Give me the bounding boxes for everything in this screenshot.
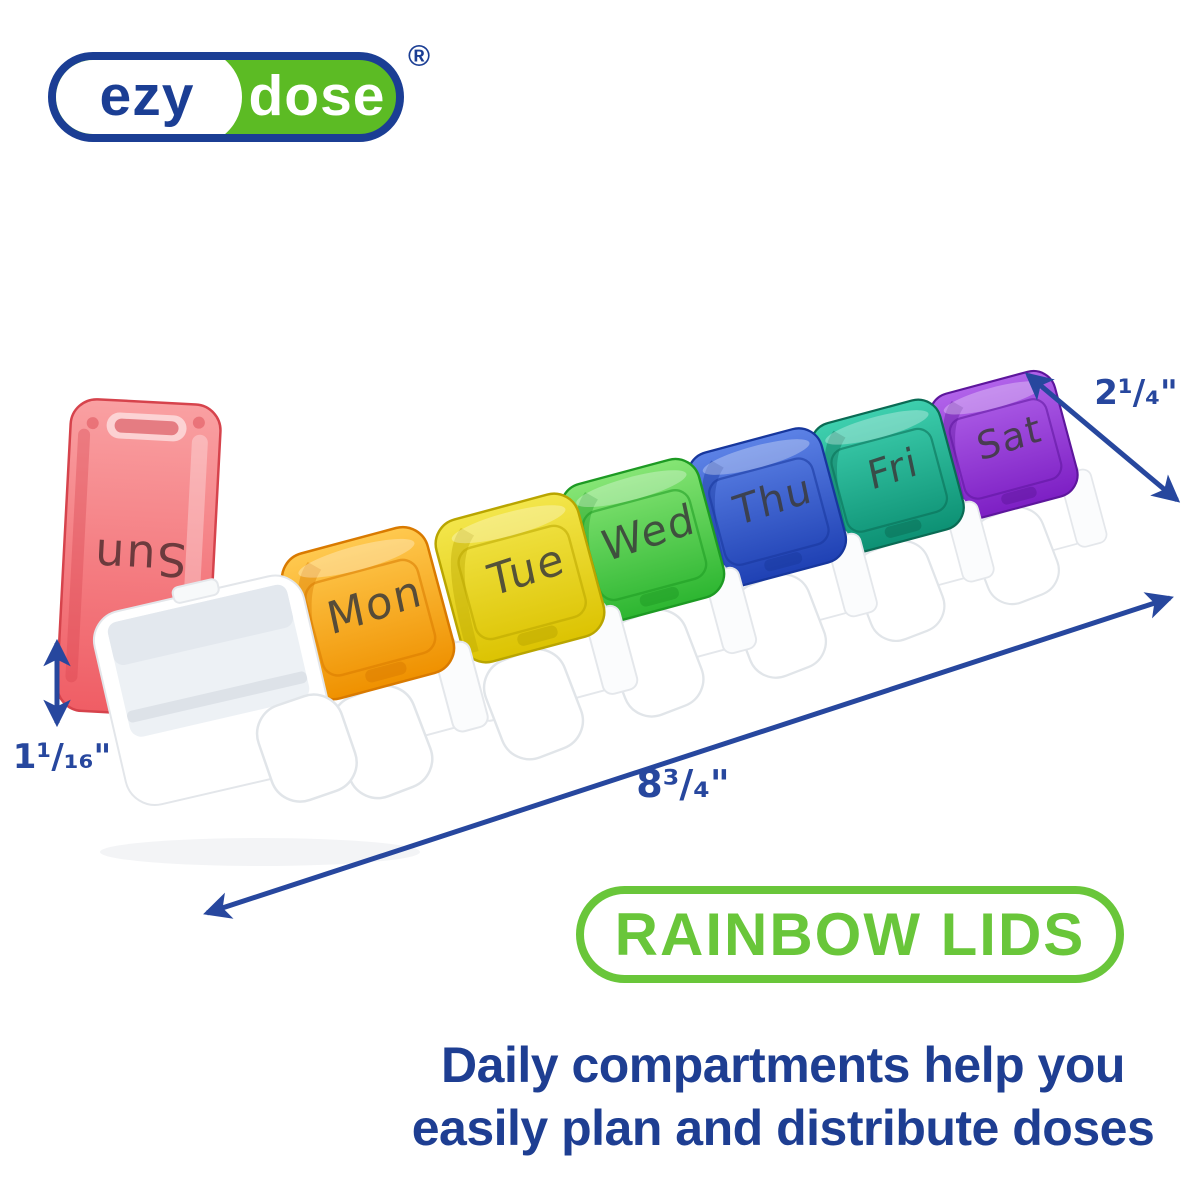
rainbow-lids-badge: RAINBOW LIDS <box>576 886 1124 983</box>
product-shadow <box>100 838 420 866</box>
logo-white-capsule <box>56 60 242 134</box>
width-dimension-label: 2¹/₄" <box>1094 373 1178 413</box>
length-dimension-arrow <box>203 592 1174 919</box>
lid-fri: Fri <box>809 398 965 554</box>
logo-brand-right: dose <box>248 64 386 128</box>
sun-rim-latch <box>171 578 220 604</box>
ezy-dose-logo: ezy dose <box>48 52 404 142</box>
caption-line-1: Daily compartments help you <box>441 1037 1125 1093</box>
lid-wed: Wed <box>559 457 726 624</box>
width-dimension-arrow <box>1024 372 1181 503</box>
height-dimension-label: 1¹/₁₆" <box>13 737 111 777</box>
registered-trademark-mark: ® <box>408 40 431 73</box>
length-dimension-label: 8³/₄" <box>636 762 729 806</box>
lid-thu: Thu <box>686 427 848 588</box>
day-label-sun: Sun <box>92 528 188 587</box>
rainbow-lids-badge-label: RAINBOW LIDS <box>614 901 1086 968</box>
pod-fri: Fri <box>809 398 995 642</box>
caption: Daily compartments help you easily plan … <box>360 1034 1200 1160</box>
caption-line-2: easily plan and distribute doses <box>411 1100 1155 1156</box>
logo-brand-left: ezy <box>99 64 195 128</box>
dimension-annotations: 2¹/₄" 1¹/₁₆" 8³/₄" <box>13 372 1181 919</box>
